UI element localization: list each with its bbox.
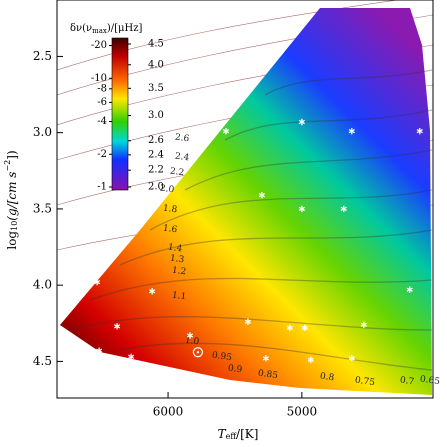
colorbar-left-tick-label: -4 (97, 116, 107, 127)
star-point (113, 323, 121, 330)
star-point (149, 288, 156, 295)
colorbar-title-sub: max (92, 27, 107, 35)
x-tick-label: 6000 (153, 405, 184, 419)
y-tick-label: 3.5 (33, 201, 52, 215)
y-tick-label: 4.5 (33, 354, 52, 368)
y-label-sub: 10 (10, 221, 19, 231)
colorbar-tick-label: 2.0 (148, 182, 164, 193)
contour-label: 0.9 (227, 364, 243, 376)
colorbar-left-tick-label: -1 (97, 182, 107, 193)
colorbar-tick-label: 2.4 (148, 149, 164, 160)
star-point (286, 324, 293, 332)
contour-label: 1.6 (162, 224, 178, 236)
y-tick-label: 4.0 (33, 278, 52, 292)
x-axis-label: Teff/[K] (218, 427, 259, 442)
colorbar-tick-label: 4.0 (148, 59, 164, 70)
contour-label: 2.4 (174, 152, 190, 164)
contour-label: 1.0 (184, 336, 200, 348)
contour-label: 1.4 (167, 243, 183, 255)
contour-label: 1.3 (169, 254, 185, 266)
star-point (340, 205, 347, 213)
star-point (298, 118, 305, 126)
colorbar-tick-label: 4.5 (148, 39, 164, 50)
star-point (416, 127, 423, 135)
y-label-mid: (g/[cm s (5, 172, 19, 221)
colorbar-left-tick-label: -10 (91, 73, 107, 84)
contour-label: 0.85 (257, 369, 279, 382)
star-point (348, 127, 355, 135)
contour-label: 2.6 (174, 133, 190, 145)
x-label-sub: eff (226, 432, 238, 441)
colorbar: δν(νmax)/[μHz] 4.5 4.0 3.5 3.0 2.6 2.4 2.2 2.0 -… (70, 23, 164, 193)
x-tick-label: 5000 (287, 405, 318, 419)
star-point (262, 355, 269, 362)
colorbar-bar (111, 37, 129, 191)
star-point (406, 286, 413, 293)
contour-label: 0.7 (399, 376, 415, 388)
y-label-main: log (5, 231, 19, 250)
y-tick-label: 2.5 (33, 49, 52, 63)
contour-label: 0.65 (419, 375, 441, 388)
colorbar-left-tick-label: -8 (97, 83, 107, 94)
contour-label: 0.75 (354, 376, 376, 389)
colorbar-title-end: )/[μHz] (107, 23, 143, 34)
colorbar-left-tick-label: -20 (91, 40, 107, 51)
star-point (128, 353, 135, 361)
x-label-unit: /[K] (236, 427, 258, 441)
star-point (222, 127, 230, 135)
colorbar-tick-label: 3.0 (148, 110, 164, 121)
contour-label: 2.0 (159, 184, 175, 196)
star-point (94, 278, 101, 286)
star-point (298, 205, 305, 213)
colorbar-left-tick-label: -6 (97, 97, 107, 108)
colored-region (60, 8, 432, 395)
colorbar-tick-label: 2.6 (148, 135, 164, 146)
y-label-sup: −2 (3, 160, 12, 172)
star-point (360, 321, 367, 329)
contour-label: 0.95 (211, 351, 233, 364)
plot-frame (56, 0, 434, 399)
star-point (301, 324, 308, 332)
star-point (307, 356, 314, 364)
colorbar-left-tick-label: -2 (97, 149, 107, 160)
sun-dot (196, 351, 200, 354)
colorbar-title-main: δν(ν (70, 23, 92, 34)
colorbar-title: δν(νmax)/[μHz] (70, 23, 143, 36)
y-axis-label: log10(g/[cm s−2]) (3, 150, 19, 249)
sun-marker (192, 347, 203, 358)
star-point (186, 332, 194, 339)
star-point (244, 318, 252, 325)
contour-label: 1.2 (171, 266, 187, 278)
contour-label: 0.8 (319, 372, 335, 384)
background-tracks (57, 0, 433, 395)
star-point (96, 347, 103, 354)
star-point (348, 355, 355, 362)
colorbar-tick-label: 2.2 (148, 165, 164, 176)
x-label-main: T (218, 427, 227, 441)
contour-label: 2.2 (169, 167, 185, 179)
y-tick-label: 3.0 (33, 125, 52, 139)
y-label-end: ]) (5, 150, 19, 159)
contour-label: 1.8 (162, 204, 178, 216)
colorbar-tick-label: 3.5 (148, 83, 164, 94)
star-point (258, 191, 265, 199)
contour-label: 1.1 (171, 291, 187, 303)
